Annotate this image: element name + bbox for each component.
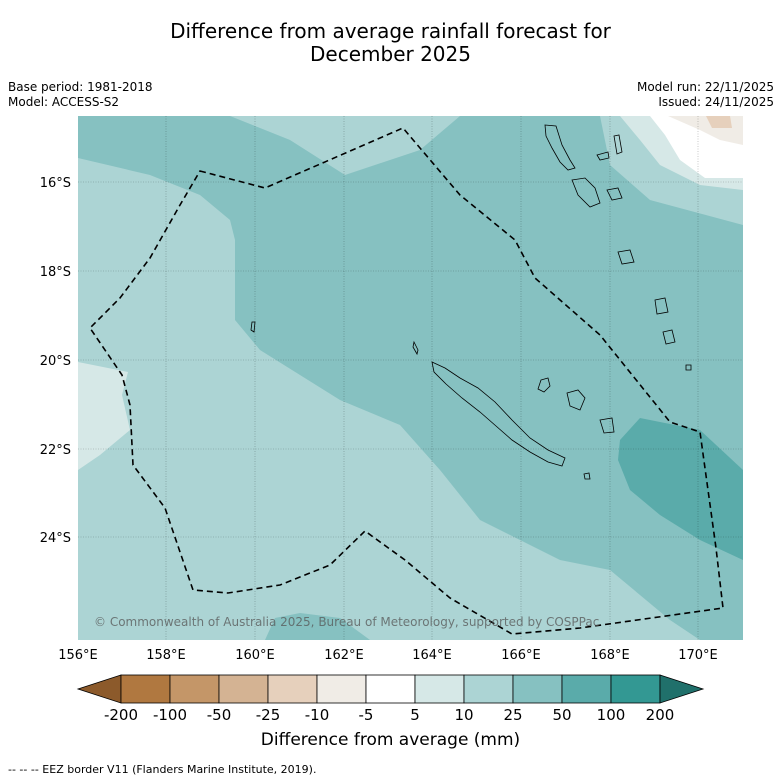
colorbar-tick-label: 25 bbox=[503, 706, 522, 724]
new-caledonia-island bbox=[431, 361, 566, 467]
title-line-1: Difference from average rainfall forecas… bbox=[170, 19, 611, 43]
band-25-50-south bbox=[265, 613, 370, 640]
meta-left: Base period: 1981-2018 Model: ACCESS-S2 bbox=[8, 80, 153, 110]
lon-label-168e: 168°E bbox=[590, 648, 630, 663]
lon-label-160e: 160°E bbox=[235, 648, 275, 663]
coastlines bbox=[250, 124, 692, 480]
colorbar-extend-low bbox=[76, 674, 122, 704]
gridlines bbox=[78, 116, 743, 640]
colorbar: -200 -100 -50 -25 -10 -5 5 10 25 50 100 200 bbox=[76, 674, 705, 724]
copyright-text: © Commonwealth of Australia 2025, Bureau… bbox=[94, 615, 599, 629]
pentecost-island bbox=[613, 134, 623, 155]
tanna-island bbox=[662, 329, 676, 345]
lat-labels: 16°S 18°S 20°S 22°S 24°S bbox=[40, 176, 71, 546]
lon-labels: 156°E 158°E 160°E 162°E 164°E 166°E 168°… bbox=[58, 648, 718, 663]
lifou-island bbox=[566, 389, 586, 411]
efate-island bbox=[617, 249, 635, 265]
lat-label-20s: 20°S bbox=[40, 354, 71, 369]
colorbar-segment bbox=[561, 674, 612, 704]
colorbar-tick-label: -50 bbox=[207, 706, 232, 724]
issued-date: Issued: 24/11/2025 bbox=[658, 95, 774, 109]
lat-label-22s: 22°S bbox=[40, 443, 71, 458]
chart-title: Difference from average rainfall forecas… bbox=[0, 20, 781, 66]
colorbar-title: Difference from average (mm) bbox=[260, 730, 521, 750]
ouvea-island bbox=[537, 377, 551, 393]
colorbar-tick-label: -25 bbox=[256, 706, 281, 724]
colorbar-segment bbox=[610, 674, 661, 704]
band-25-50 bbox=[78, 116, 743, 640]
colorbar-segment bbox=[365, 674, 416, 704]
lon-label-162e: 162°E bbox=[324, 648, 364, 663]
maewo-island bbox=[596, 151, 610, 161]
colorbar-segment bbox=[316, 674, 367, 704]
colorbar-tick-label: 10 bbox=[454, 706, 473, 724]
lon-label-164e: 164°E bbox=[412, 648, 452, 663]
ambrym-island bbox=[606, 187, 623, 201]
eez-border bbox=[88, 127, 724, 635]
model-run: Model run: 22/11/2025 bbox=[636, 80, 774, 94]
colorbar-tick-label: -5 bbox=[359, 706, 374, 724]
belep-island bbox=[412, 340, 419, 356]
colorbar-segment bbox=[120, 674, 171, 704]
colorbar-tick-label: -200 bbox=[104, 706, 138, 724]
colorbar-tick-label: -10 bbox=[305, 706, 330, 724]
colorbar-segment bbox=[414, 674, 465, 704]
lat-label-16s: 16°S bbox=[40, 176, 71, 191]
model-name: Model: ACCESS-S2 bbox=[8, 95, 120, 109]
footer-note: -- -- -- EEZ border V11 (Flanders Marine… bbox=[8, 763, 317, 776]
colorbar-tick-label: -100 bbox=[153, 706, 187, 724]
colorbar-tick-label: 5 bbox=[410, 706, 420, 724]
lon-label-170e: 170°E bbox=[678, 648, 718, 663]
rainfall-field bbox=[78, 116, 743, 640]
isle-of-pines bbox=[583, 472, 591, 480]
band-50-100 bbox=[618, 418, 743, 560]
malakula-island bbox=[571, 177, 601, 208]
colorbar-tick-label: 50 bbox=[552, 706, 571, 724]
base-period: Base period: 1981-2018 bbox=[8, 80, 153, 94]
espiritu-santo-island bbox=[544, 124, 576, 171]
erromango-island bbox=[654, 297, 669, 315]
colorbar-segment bbox=[267, 674, 318, 704]
lat-label-24s: 24°S bbox=[40, 531, 71, 546]
lon-label-158e: 158°E bbox=[146, 648, 186, 663]
band-dry-northeast-2 bbox=[706, 116, 732, 128]
band-5-10-west bbox=[78, 362, 130, 470]
lon-label-156e: 156°E bbox=[58, 648, 98, 663]
chesterfield-islands bbox=[250, 321, 256, 333]
colorbar-segment bbox=[512, 674, 563, 704]
colorbar-segment bbox=[463, 674, 514, 704]
colorbar-tick-label: 200 bbox=[646, 706, 675, 724]
lon-label-166e: 166°E bbox=[501, 648, 541, 663]
colorbar-extend-high bbox=[659, 674, 705, 704]
colorbar-tick-label: 100 bbox=[597, 706, 626, 724]
colorbar-segment bbox=[218, 674, 269, 704]
title-line-2: December 2025 bbox=[310, 42, 471, 66]
mare-island bbox=[599, 417, 615, 434]
aneityum-island bbox=[685, 364, 692, 371]
lat-label-18s: 18°S bbox=[40, 265, 71, 280]
colorbar-segment bbox=[169, 674, 220, 704]
meta-right: Model run: 22/11/2025 Issued: 24/11/2025 bbox=[637, 80, 774, 110]
